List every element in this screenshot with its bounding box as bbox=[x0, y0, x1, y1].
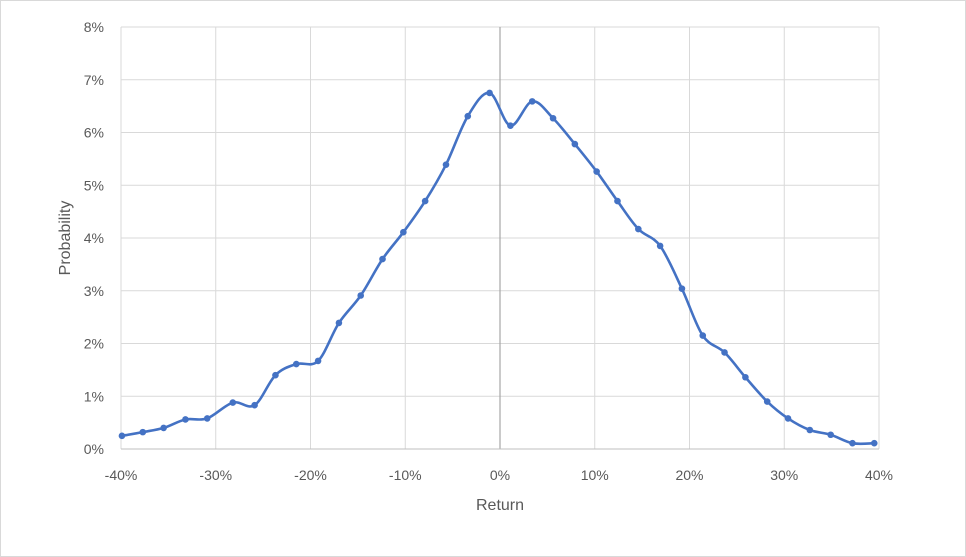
x-tick-label: 40% bbox=[865, 467, 893, 483]
data-point bbox=[272, 371, 279, 379]
data-point bbox=[593, 168, 600, 175]
y-tick-labels: 0% 1% 2% 3% 4% 5% 6% 7% 8% bbox=[84, 19, 104, 457]
data-point bbox=[314, 357, 322, 365]
data-point bbox=[251, 401, 258, 409]
data-point bbox=[635, 225, 642, 233]
y-tick-label: 5% bbox=[84, 177, 104, 193]
y-tick-label: 3% bbox=[84, 283, 104, 299]
data-point bbox=[160, 424, 167, 432]
data-point bbox=[421, 197, 429, 205]
x-tick-label: 20% bbox=[675, 467, 703, 483]
y-tick-label: 4% bbox=[84, 230, 104, 246]
data-point bbox=[442, 161, 450, 168]
data-point bbox=[203, 415, 211, 422]
y-tick-label: 2% bbox=[84, 336, 104, 352]
x-tick-labels: -40% -30% -20% -10% 0% 10% 20% 30% 40% bbox=[105, 467, 893, 483]
x-tick-label: 10% bbox=[581, 467, 609, 483]
data-point bbox=[699, 332, 707, 339]
data-point bbox=[182, 416, 189, 423]
data-point bbox=[870, 439, 878, 447]
data-point bbox=[656, 242, 664, 250]
data-point bbox=[379, 255, 386, 263]
x-axis-title: Return bbox=[476, 497, 524, 514]
data-point bbox=[464, 112, 472, 120]
data-point bbox=[784, 415, 792, 422]
y-tick-label: 7% bbox=[84, 72, 104, 88]
data-point bbox=[292, 360, 300, 368]
data-point bbox=[614, 197, 621, 205]
data-point bbox=[528, 98, 536, 105]
y-axis-title: Probability bbox=[57, 201, 74, 276]
data-point bbox=[571, 140, 579, 148]
series-line-0 bbox=[120, 91, 876, 446]
data-point bbox=[806, 426, 814, 434]
data-point bbox=[849, 439, 856, 447]
data-point bbox=[827, 431, 834, 439]
y-tick-label: 0% bbox=[84, 441, 104, 457]
data-point bbox=[400, 228, 407, 236]
data-point bbox=[357, 292, 365, 299]
data-point bbox=[118, 432, 126, 440]
y-tick-label: 8% bbox=[84, 19, 104, 35]
x-tick-label: 0% bbox=[490, 467, 510, 483]
data-point bbox=[721, 349, 728, 356]
data-point bbox=[229, 399, 237, 406]
series-group bbox=[118, 89, 878, 447]
data-point bbox=[139, 428, 147, 436]
data-point bbox=[486, 89, 493, 97]
zero-axis-line bbox=[121, 27, 879, 450]
y-tick-label: 1% bbox=[84, 388, 104, 404]
x-tick-label: 30% bbox=[770, 467, 798, 483]
x-tick-label: -30% bbox=[199, 467, 232, 483]
data-point bbox=[763, 398, 771, 405]
x-tick-label: -20% bbox=[294, 467, 327, 483]
data-point bbox=[549, 114, 557, 122]
data-point bbox=[335, 319, 343, 327]
x-tick-label: -10% bbox=[389, 467, 422, 483]
data-point bbox=[507, 122, 514, 129]
y-tick-label: 6% bbox=[84, 125, 104, 141]
data-point bbox=[742, 373, 749, 381]
data-point bbox=[678, 285, 686, 292]
x-tick-label: -40% bbox=[105, 467, 138, 483]
